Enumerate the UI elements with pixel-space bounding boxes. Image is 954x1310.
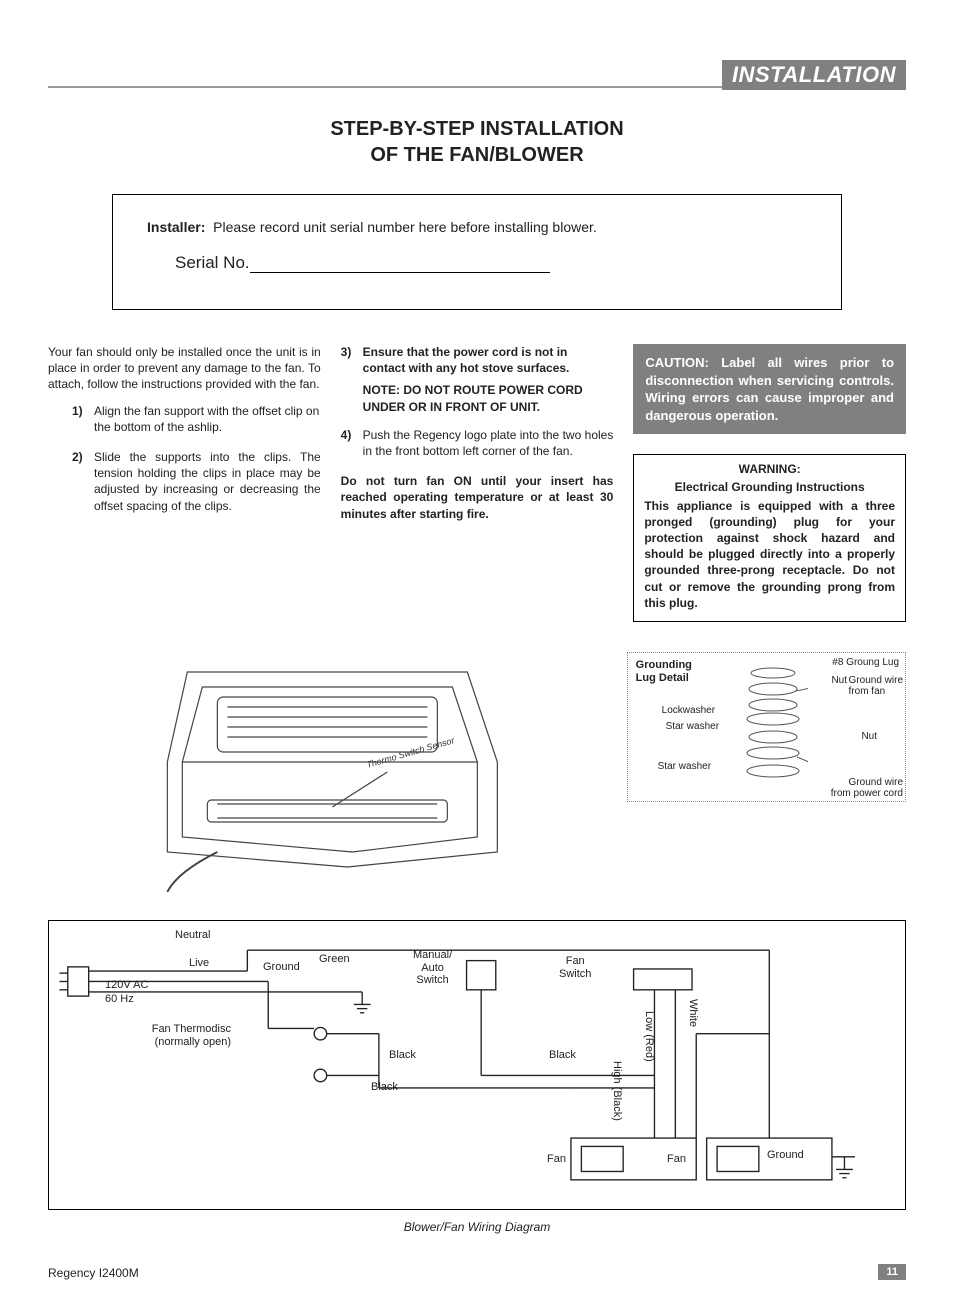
body-columns: Your fan should only be installed once t…	[48, 344, 906, 622]
lug-gwcord: Ground wirefrom power cord	[831, 777, 903, 799]
step-2: 2) Slide the supports into the clips. Th…	[72, 449, 321, 514]
wiring-svg	[49, 921, 905, 1209]
step-1-text: Align the fan support with the offset cl…	[94, 404, 319, 434]
w-120: 120V AC	[105, 979, 148, 991]
step-3-note: NOTE: DO NOT ROUTE POWER CORD UNDER OR I…	[341, 382, 614, 414]
warning-subtitle: Electrical Grounding Instructions	[644, 479, 895, 495]
w-fan1: Fan	[547, 1153, 566, 1165]
lug-lock: Lockwasher	[662, 705, 715, 716]
w-thermo: Fan Thermodisc(normally open)	[121, 1023, 231, 1049]
serial-blank	[250, 272, 550, 273]
installer-text: Please record unit serial number here be…	[213, 219, 597, 235]
lug-star2: Star washer	[658, 761, 711, 772]
step-1: 1) Align the fan support with the offset…	[72, 403, 321, 435]
step-4: 4) Push the Regency logo plate into the …	[341, 427, 614, 459]
serial-number-box: Installer: Please record unit serial num…	[112, 194, 842, 310]
lug-nut2: Nut	[861, 731, 877, 742]
w-live: Live	[189, 957, 209, 969]
header-bar: INSTALLATION	[48, 60, 906, 90]
lug-lug: #8 Groung Lug	[832, 657, 899, 668]
installer-line: Installer: Please record unit serial num…	[147, 219, 807, 235]
w-black1: Black	[389, 1049, 416, 1061]
column-1: Your fan should only be installed once t…	[48, 344, 321, 622]
step-3: 3) Ensure that the power cord is not in …	[341, 344, 614, 376]
step-3-num: 3)	[341, 344, 352, 360]
caution-box: CAUTION: Label all wires prior to discon…	[633, 344, 906, 434]
w-ground2: Ground	[767, 1149, 804, 1161]
grounding-lug-detail: Grounding Lug Detail #8 Groung Lug Nut	[627, 652, 906, 802]
serial-line: Serial No.	[175, 253, 807, 273]
warning-box: WARNING: Electrical Grounding Instructio…	[633, 454, 906, 622]
column-3: CAUTION: Label all wires prior to discon…	[633, 344, 906, 622]
step-3-text: Ensure that the power cord is not in con…	[363, 345, 570, 375]
w-fanswitch: FanSwitch	[559, 955, 591, 980]
w-green: Green	[319, 953, 350, 965]
product-diagram: Thermo Switch Sensor	[48, 632, 607, 892]
lug-gwfan: Ground wirefrom fan	[849, 675, 903, 697]
w-ground: Ground	[263, 961, 300, 973]
lug-column: Grounding Lug Detail #8 Groung Lug Nut	[627, 632, 906, 892]
lug-star1: Star washer	[666, 721, 719, 732]
w-black3: Black	[549, 1049, 576, 1061]
final-note: Do not turn fan ON until your insert has…	[341, 473, 614, 522]
column-2: 3) Ensure that the power cord is not in …	[341, 344, 614, 622]
mid-row: Thermo Switch Sensor Grounding Lug Detai…	[48, 632, 906, 892]
step-4-text: Push the Regency logo plate into the two…	[363, 428, 614, 458]
title-l1: STEP-BY-STEP INSTALLATION	[330, 118, 623, 140]
intro-paragraph: Your fan should only be installed once t…	[48, 344, 321, 393]
page-footer: Regency I2400M 11	[48, 1264, 906, 1280]
footer-page: 11	[878, 1264, 906, 1280]
lug-nut1: Nut	[831, 675, 847, 686]
w-black2: Black	[371, 1081, 398, 1093]
installer-label: Installer:	[147, 219, 205, 235]
step-4-num: 4)	[341, 427, 352, 443]
serial-label: Serial No.	[175, 253, 250, 272]
lug-svg	[738, 661, 808, 791]
w-neutral: Neutral	[175, 929, 210, 941]
step-2-text: Slide the supports into the clips. The t…	[94, 450, 321, 513]
w-fan2: Fan	[667, 1153, 686, 1165]
title-l2: OF THE FAN/BLOWER	[370, 144, 583, 166]
step-2-num: 2)	[72, 449, 83, 465]
w-manual: Manual/ Auto Switch	[413, 949, 452, 987]
warning-body: This appliance is equipped with a three …	[644, 499, 895, 610]
w-hz: 60 Hz	[105, 993, 134, 1005]
w-white: White	[687, 999, 699, 1027]
warning-title: WARNING:	[644, 461, 895, 477]
footer-model: Regency I2400M	[48, 1266, 139, 1280]
wiring-caption: Blower/Fan Wiring Diagram	[48, 1220, 906, 1234]
product-diagram-svg: Thermo Switch Sensor	[48, 632, 607, 892]
w-low: Low (Red)	[643, 1011, 655, 1062]
header-rule	[48, 86, 722, 88]
w-high: High (Black)	[611, 1061, 623, 1121]
wiring-diagram: Neutral Live Ground Green 120V AC 60 Hz …	[48, 920, 906, 1210]
step-1-num: 1)	[72, 403, 83, 419]
header-tab: INSTALLATION	[722, 60, 906, 90]
steps-list-a: 1) Align the fan support with the offset…	[48, 403, 321, 514]
page-title: STEP-BY-STEP INSTALLATION OF THE FAN/BLO…	[48, 116, 906, 168]
